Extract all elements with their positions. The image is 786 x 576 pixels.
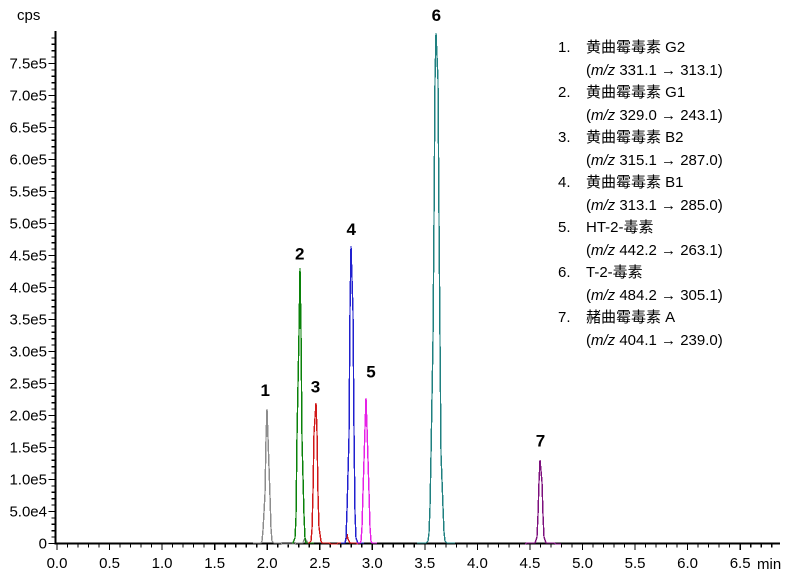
peak-trace-2 bbox=[292, 267, 314, 544]
legend-item-number: 7. bbox=[558, 309, 571, 326]
peak-traces bbox=[253, 32, 561, 545]
y-tick-label: 1.5e5 bbox=[9, 440, 47, 457]
legend-item-7: 7. 赭曲霉毒素 A bbox=[558, 307, 784, 330]
legend-item-number: 4. bbox=[558, 174, 571, 191]
legend-item-transition: (m/z 331.1 → 313.1) bbox=[586, 61, 723, 79]
peak-number-label-2: 2 bbox=[295, 244, 304, 263]
mz-label: m/z bbox=[591, 61, 616, 79]
legend-item-number: 3. bbox=[558, 129, 571, 146]
legend-item-number: 2. bbox=[558, 84, 571, 101]
x-axis-unit-label: min bbox=[757, 556, 781, 573]
peak-number-label-3: 3 bbox=[311, 378, 320, 397]
y-tick-label: 4.5e5 bbox=[9, 248, 47, 265]
x-tick-label: 5.0 bbox=[572, 555, 593, 572]
mz-label: m/z bbox=[591, 106, 616, 124]
peak-trace-5 bbox=[357, 397, 377, 544]
legend-item-name: 黄曲霉毒素 B1 bbox=[586, 174, 684, 191]
peak-trace-1 bbox=[253, 408, 310, 545]
x-tick-label: 3.0 bbox=[362, 555, 383, 572]
peak-number-label-6: 6 bbox=[432, 6, 441, 25]
y-tick-label: 5.0e5 bbox=[9, 216, 47, 233]
legend-item-2: 2. 黄曲霉毒素 G1 bbox=[558, 82, 784, 105]
x-tick-label: 2.0 bbox=[257, 555, 278, 572]
legend-item-name: HT-2-毒素 bbox=[586, 219, 654, 236]
legend-item-number: 5. bbox=[558, 219, 571, 236]
y-tick-label: 3.5e5 bbox=[9, 312, 47, 329]
peak-trace-4 bbox=[341, 245, 364, 544]
y-tick-label: 3.0e5 bbox=[9, 344, 47, 361]
x-tick-label: 6.0 bbox=[677, 555, 698, 572]
legend-item-1: 1. 黄曲霉毒素 G2 bbox=[558, 37, 784, 60]
y-tick-label: 6.0e5 bbox=[9, 152, 47, 169]
legend-item-5: 5. HT-2-毒素 bbox=[558, 217, 784, 240]
y-tick-label: 1.0e5 bbox=[9, 472, 47, 489]
legend-item-name: T-2-毒素 bbox=[586, 264, 643, 281]
y-tick-label: 4.0e5 bbox=[9, 280, 47, 297]
y-tick-label: 2.5e5 bbox=[9, 376, 47, 393]
legend-item-name: 赭曲霉毒素 A bbox=[586, 309, 676, 326]
x-tick-label: 4.0 bbox=[467, 555, 488, 572]
x-tick-label: 4.5 bbox=[520, 555, 541, 572]
legend-item-name: 黄曲霉毒素 G2 bbox=[586, 39, 686, 56]
x-tick-label: 3.5 bbox=[414, 555, 435, 572]
y-tick-label: 5.0e4 bbox=[9, 504, 47, 521]
legend-item-transition: (m/z 442.2 → 263.1) bbox=[586, 241, 723, 259]
legend-item-transition: (m/z 315.1 → 287.0) bbox=[586, 151, 723, 169]
mz-label: m/z bbox=[591, 196, 616, 214]
y-tick-label: 6.5e5 bbox=[9, 120, 47, 137]
x-tick-label: 5.5 bbox=[625, 555, 646, 572]
peak-trace-7 bbox=[524, 459, 561, 545]
legend-item-transition: (m/z 329.0 → 243.1) bbox=[586, 106, 723, 124]
legend-item-3: 3. 黄曲霉毒素 B2 bbox=[558, 127, 784, 150]
legend-item-number: 6. bbox=[558, 264, 571, 281]
y-tick-label: 0 bbox=[39, 536, 47, 553]
x-tick-label: 2.5 bbox=[309, 555, 330, 572]
peak-trace-3 bbox=[308, 402, 358, 545]
legend-item-name: 黄曲霉毒素 G1 bbox=[586, 84, 686, 101]
mz-label: m/z bbox=[591, 286, 616, 304]
y-tick-label: 5.5e5 bbox=[9, 184, 47, 201]
mz-label: m/z bbox=[591, 331, 616, 349]
legend-item-transition: (m/z 404.1 → 239.0) bbox=[586, 331, 723, 349]
peak-number-label-5: 5 bbox=[366, 363, 375, 382]
legend-item-6: 6. T-2-毒素 bbox=[558, 262, 784, 285]
axes bbox=[48, 31, 780, 550]
x-tick-label: 1.0 bbox=[152, 555, 173, 572]
mz-label: m/z bbox=[591, 151, 616, 169]
peak-number-label-4: 4 bbox=[347, 220, 357, 239]
mz-label: m/z bbox=[591, 241, 616, 259]
y-tick-label: 7.5e5 bbox=[9, 56, 47, 73]
peak-number-label-1: 1 bbox=[260, 381, 269, 400]
x-tick-label: 1.5 bbox=[204, 555, 225, 572]
peak-number-label-7: 7 bbox=[536, 431, 545, 450]
legend-item-name: 黄曲霉毒素 B2 bbox=[586, 129, 684, 146]
y-axis-unit-label: cps bbox=[17, 7, 40, 24]
legend-item-4: 4. 黄曲霉毒素 B1 bbox=[558, 172, 784, 195]
legend-item-transition: (m/z 484.2 → 305.1) bbox=[586, 286, 723, 304]
y-tick-label: 2.0e5 bbox=[9, 408, 47, 425]
legend-item-transition: (m/z 313.1 → 285.0) bbox=[586, 196, 723, 214]
x-tick-label: 0.5 bbox=[99, 555, 120, 572]
legend: 1. 黄曲霉毒素 G2 (m/z 331.1 → 313.1) 2. 黄曲霉毒素 G1 (… bbox=[558, 37, 784, 352]
x-tick-label: 0.0 bbox=[47, 555, 68, 572]
peak-trace-6 bbox=[417, 32, 455, 544]
y-tick-label: 7.0e5 bbox=[9, 88, 47, 105]
legend-item-number: 1. bbox=[558, 39, 571, 56]
x-tick-label: 6.5 bbox=[730, 555, 751, 572]
